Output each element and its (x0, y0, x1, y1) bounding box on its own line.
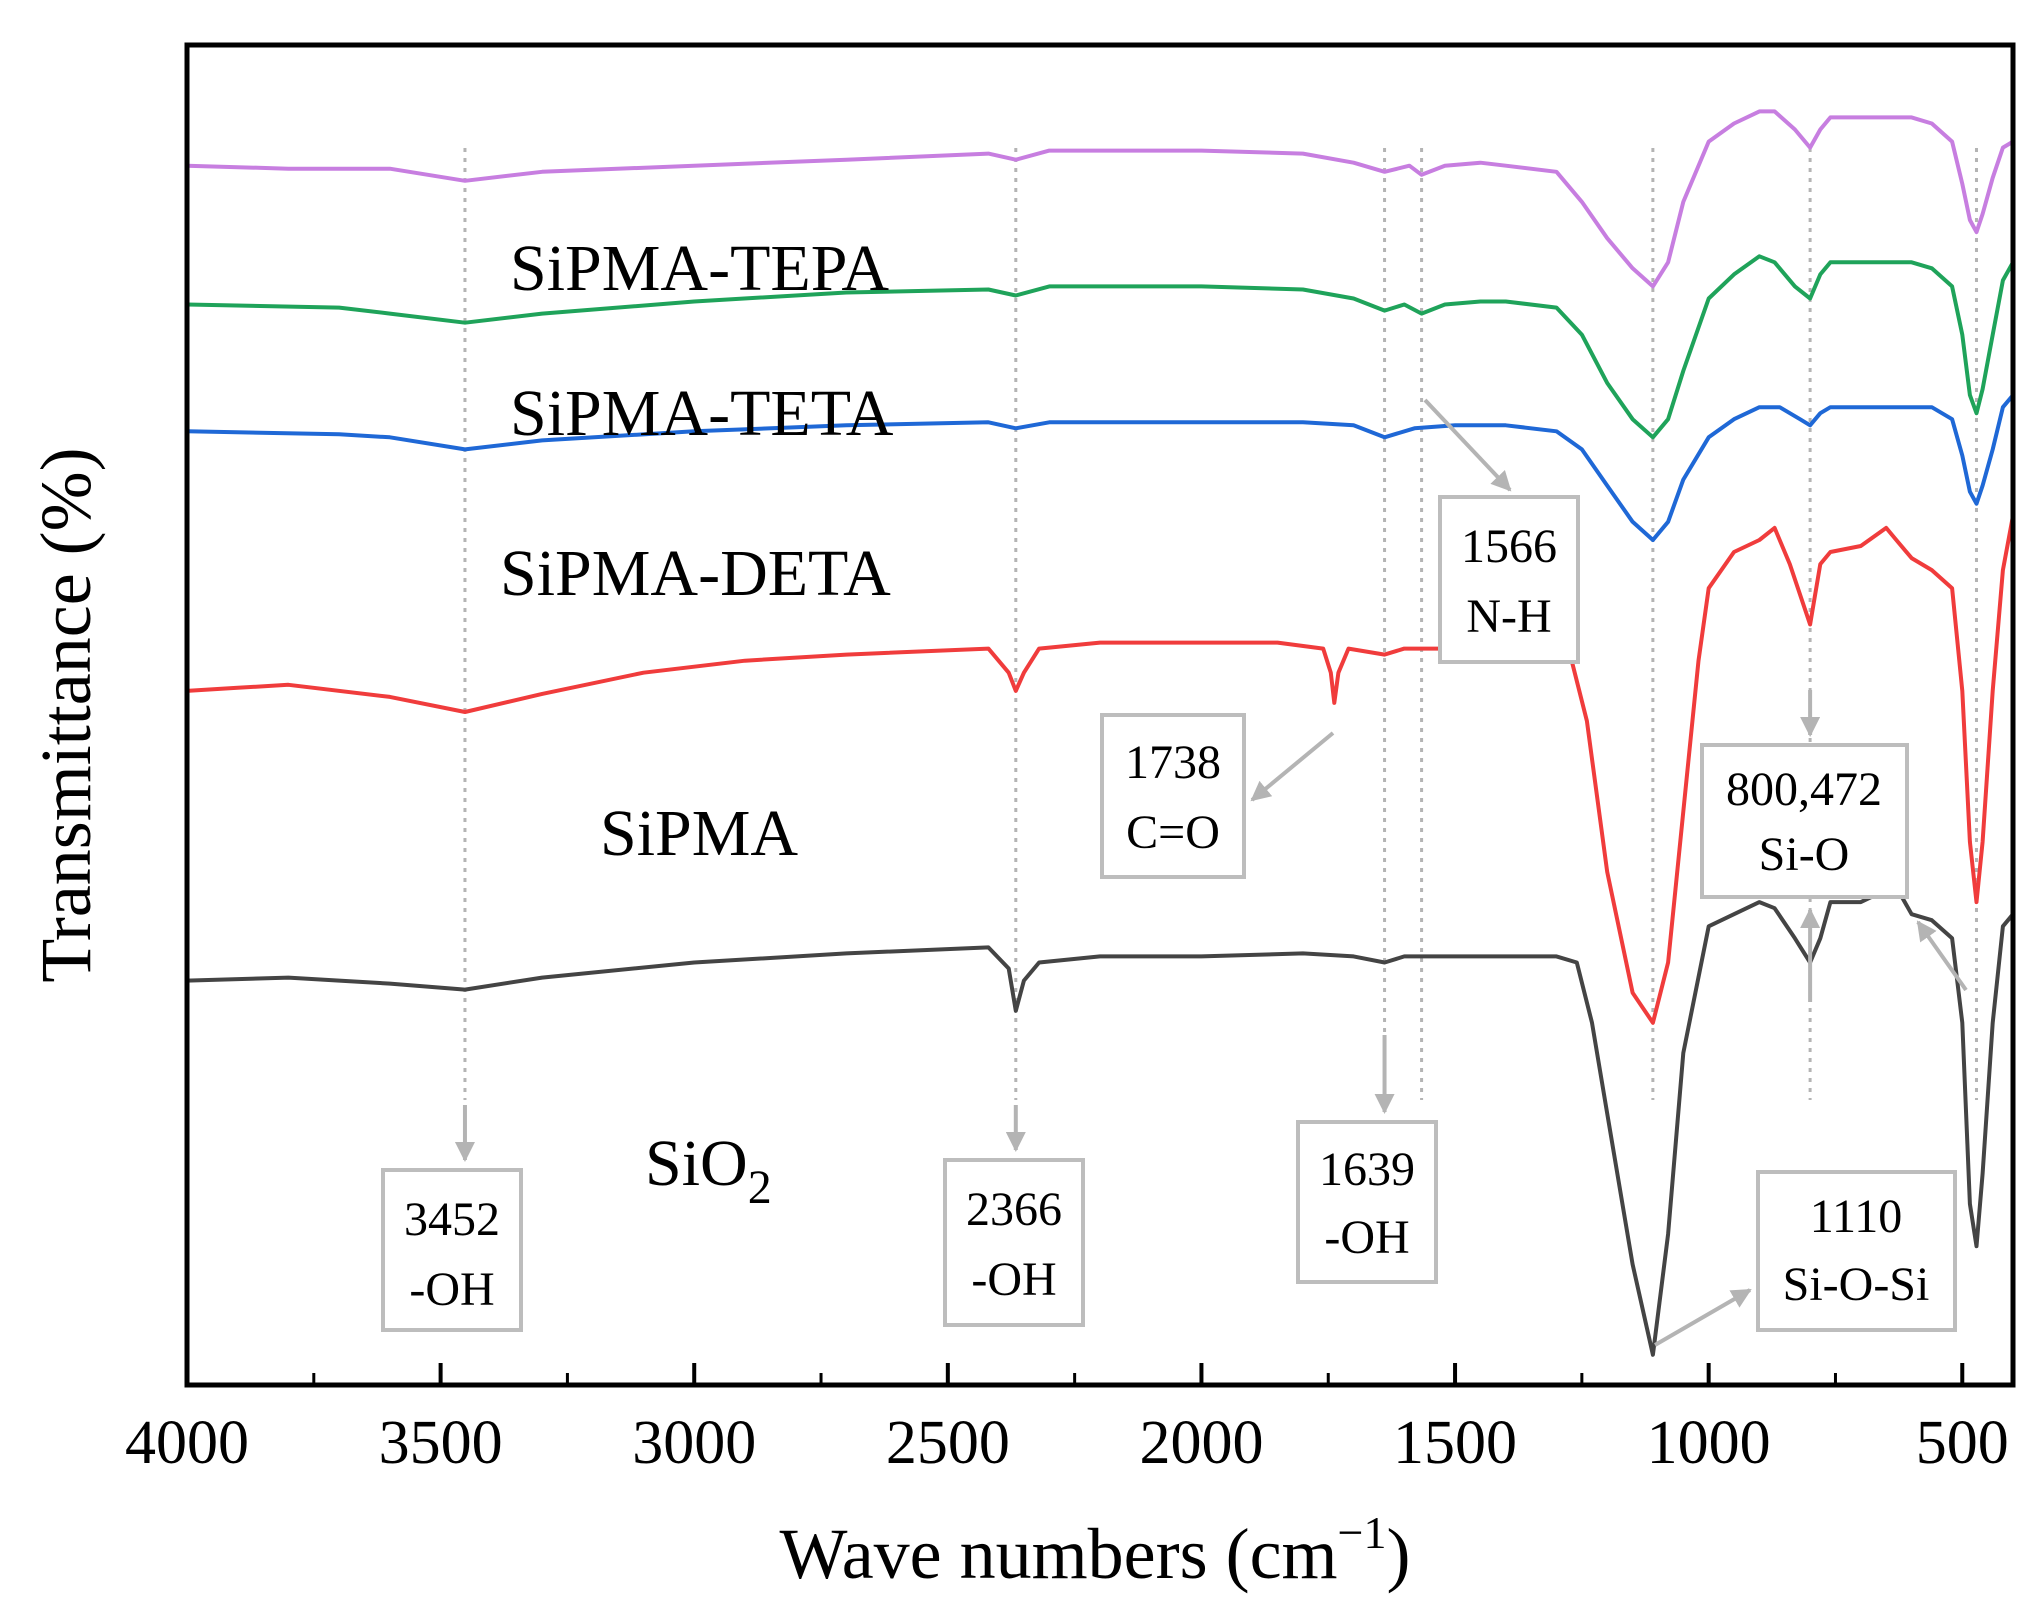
annotation-1110: 1110 Si-O-Si (1756, 1170, 1957, 1332)
annotation-1639-value: 1639 (1319, 1143, 1415, 1196)
annotation-1738-value: 1738 (1125, 736, 1221, 789)
annotation-3452: 3452 -OH (381, 1168, 523, 1332)
annotation-1566-group: N-H (1466, 590, 1551, 643)
annotation-1738: 1738 C=O (1100, 713, 1246, 879)
arrow-1110 (1653, 1288, 1752, 1347)
series-label-sio2: SiO2 (645, 1127, 772, 1214)
series-label-sipma-teta: SiPMA-TETA (510, 377, 894, 450)
annotation-1110-value: 1110 (1810, 1190, 1902, 1243)
series-line-sipma-tepa (185, 109, 2015, 289)
x-axis-title-close: ) (1386, 1514, 1410, 1594)
series-line-sipma-teta (185, 254, 2015, 440)
series-line-sio2 (185, 888, 2015, 1357)
series-line-sipma-deta (185, 393, 2015, 542)
series-label-sipma: SiPMA (600, 797, 798, 870)
x-tick-label-2000: 2000 (1139, 1409, 1263, 1477)
arrow-1566 (1423, 398, 1512, 492)
annotation-1566: 1566 N-H (1438, 495, 1580, 664)
annotation-1110-group: Si-O-Si (1783, 1258, 1930, 1311)
annotation-800-472-value: 800,472 (1726, 763, 1882, 816)
series-label-sio2-main: SiO (645, 1127, 748, 1200)
x-tick-label-4000: 4000 (125, 1409, 249, 1477)
x-tick-label-3000: 3000 (632, 1409, 756, 1477)
x-axis-ticks: 4000 3500 3000 2500 2000 1500 1000 500 (125, 1363, 2009, 1477)
x-axis-title-sup: −1 (1338, 1507, 1387, 1558)
y-axis-title: Transmittance (%) (26, 447, 106, 982)
x-tick-label-500: 500 (1916, 1409, 2009, 1477)
annotation-3452-group: -OH (409, 1263, 494, 1316)
annotation-1566-value: 1566 (1461, 520, 1557, 573)
arrow-472 (1916, 920, 1968, 992)
x-tick-label-1000: 1000 (1647, 1409, 1771, 1477)
x-axis-title: Wave numbers (cm−1) (780, 1507, 1411, 1594)
x-tick-label-2500: 2500 (886, 1409, 1010, 1477)
plot-frame (184, 42, 2016, 1388)
annotation-2366-group: -OH (971, 1253, 1056, 1306)
series-label-sipma-tepa: SiPMA-TEPA (510, 232, 889, 305)
arrow-1738 (1250, 731, 1335, 802)
annotation-1639: 1639 -OH (1296, 1120, 1438, 1284)
annotation-1639-group: -OH (1324, 1211, 1409, 1264)
annotation-800-472-group: Si-O (1759, 828, 1850, 881)
series-label-sio2-sub: 2 (748, 1161, 772, 1214)
annotation-2366-value: 2366 (966, 1183, 1062, 1236)
annotation-800-472: 800,472 Si-O (1700, 743, 1909, 899)
annotation-1738-group: C=O (1126, 806, 1220, 859)
annotation-2366: 2366 -OH (943, 1158, 1085, 1327)
series-label-sipma-deta: SiPMA-DETA (500, 537, 891, 610)
x-axis-title-main: Wave numbers (cm (780, 1514, 1338, 1594)
x-tick-label-3500: 3500 (379, 1409, 503, 1477)
annotation-3452-value: 3452 (404, 1193, 500, 1246)
annotation-arrows (454, 398, 1968, 1347)
x-tick-label-1500: 1500 (1393, 1409, 1517, 1477)
